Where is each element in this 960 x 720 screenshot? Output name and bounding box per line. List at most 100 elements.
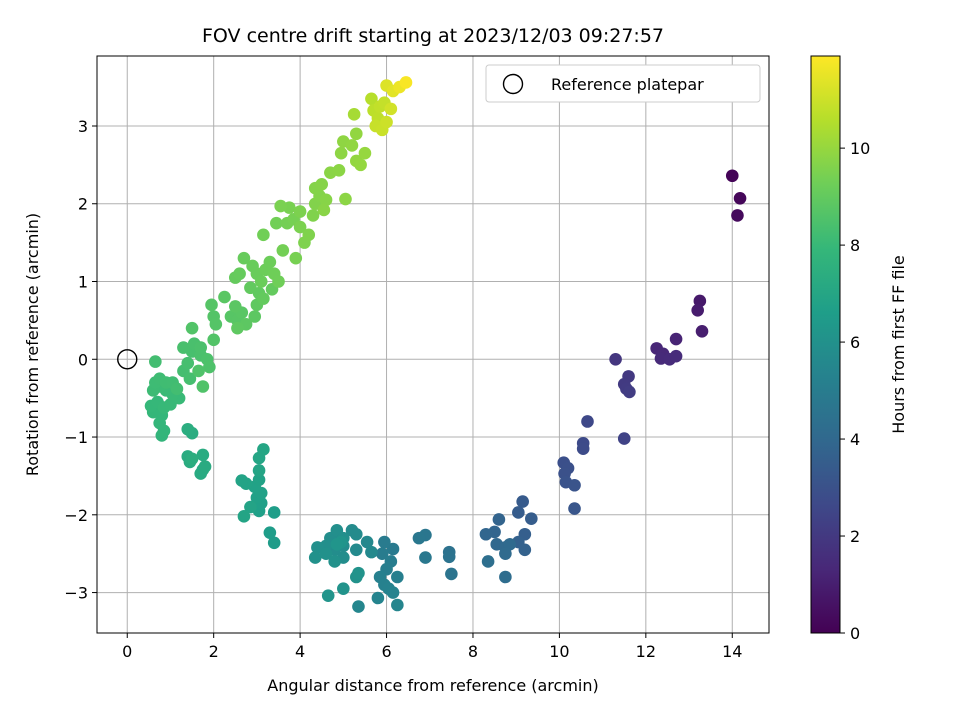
- data-point: [378, 535, 391, 549]
- data-point: [177, 341, 190, 354]
- data-point: [254, 275, 268, 288]
- colorbar: 0 2 4 6 8 10 Hours from first FF file: [810, 55, 908, 643]
- reference-layer: [117, 349, 138, 370]
- data-point: [380, 115, 393, 129]
- y-tick-label: −1: [64, 428, 88, 447]
- data-point: [332, 164, 346, 177]
- data-point: [315, 178, 329, 191]
- data-point: [349, 527, 363, 541]
- reference-marker: [117, 349, 138, 370]
- data-point: [481, 555, 495, 568]
- data-point: [257, 443, 270, 456]
- data-point: [516, 495, 529, 508]
- data-point: [442, 550, 456, 564]
- data-point: [334, 146, 348, 160]
- data-point: [218, 290, 231, 304]
- data-points: [144, 76, 747, 613]
- x-axis-label: Angular distance from reference (arcmin): [267, 676, 598, 695]
- data-point: [196, 448, 210, 462]
- colorbar-tick-label: 4: [850, 430, 860, 449]
- y-tick-label: 2: [78, 195, 88, 214]
- y-tick-label: 3: [78, 117, 88, 136]
- data-point: [252, 473, 266, 487]
- data-point: [170, 382, 184, 396]
- data-point: [576, 442, 590, 456]
- data-point: [349, 543, 363, 557]
- data-point: [319, 193, 333, 207]
- x-tick-label: 8: [468, 642, 478, 661]
- data-point: [231, 321, 244, 335]
- colorbar-tick-label: 2: [850, 527, 860, 546]
- data-point: [365, 92, 378, 106]
- data-point: [181, 422, 195, 436]
- data-point: [339, 192, 352, 206]
- data-point: [194, 341, 208, 354]
- data-point: [276, 244, 290, 257]
- data-point: [349, 127, 363, 141]
- data-point: [237, 510, 251, 523]
- x-tick-label: 0: [122, 642, 132, 661]
- colorbar-tick-label: 10: [850, 139, 870, 158]
- data-point: [308, 551, 322, 564]
- data-point: [233, 267, 246, 281]
- colorbar-tick-label: 8: [850, 236, 860, 255]
- data-point: [185, 321, 199, 335]
- data-point: [365, 545, 378, 559]
- data-point: [293, 205, 307, 218]
- data-point: [267, 536, 281, 550]
- data-point: [205, 298, 218, 312]
- data-point: [198, 460, 212, 473]
- data-point: [209, 317, 223, 331]
- chart-title: FOV centre drift starting at 2023/12/03 …: [202, 25, 664, 47]
- data-point: [568, 478, 581, 492]
- y-axis-label: Rotation from reference (arcmin): [23, 213, 42, 476]
- plot-frame: [96, 55, 770, 634]
- data-point: [321, 589, 335, 602]
- data-point: [337, 582, 350, 595]
- data-point: [525, 512, 538, 525]
- data-point: [391, 570, 404, 584]
- data-point: [731, 209, 744, 222]
- data-point: [203, 360, 216, 374]
- data-point: [149, 355, 162, 368]
- data-point: [248, 310, 262, 323]
- data-point: [371, 591, 385, 605]
- data-point: [306, 209, 320, 222]
- data-point: [192, 364, 205, 378]
- data-point: [347, 108, 361, 121]
- data-point: [399, 76, 413, 89]
- x-tick-label: 4: [295, 642, 305, 661]
- data-point: [609, 352, 622, 366]
- data-point: [492, 513, 506, 526]
- data-point: [499, 547, 512, 560]
- colorbar-gradient: [810, 55, 841, 634]
- y-tick-label: 1: [78, 273, 88, 292]
- data-point: [669, 332, 683, 346]
- data-point: [512, 506, 525, 519]
- data-point: [270, 216, 283, 230]
- data-point: [317, 203, 331, 217]
- data-point: [384, 102, 398, 116]
- data-point: [274, 199, 287, 213]
- data-point: [263, 255, 277, 269]
- data-point: [360, 535, 374, 549]
- data-point: [479, 527, 493, 541]
- data-point: [358, 146, 372, 160]
- data-point: [669, 349, 683, 363]
- data-point: [518, 543, 532, 557]
- data-point: [623, 385, 636, 399]
- data-point: [330, 538, 344, 551]
- data-point: [445, 567, 458, 581]
- data-point: [354, 158, 367, 172]
- data-point: [267, 506, 281, 519]
- data-point: [391, 598, 404, 612]
- data-point: [252, 464, 266, 477]
- data-point: [695, 324, 709, 338]
- data-point: [302, 228, 316, 242]
- data-point: [733, 192, 747, 205]
- x-tick-label: 10: [549, 642, 569, 661]
- data-point: [412, 531, 426, 545]
- data-point: [386, 542, 400, 556]
